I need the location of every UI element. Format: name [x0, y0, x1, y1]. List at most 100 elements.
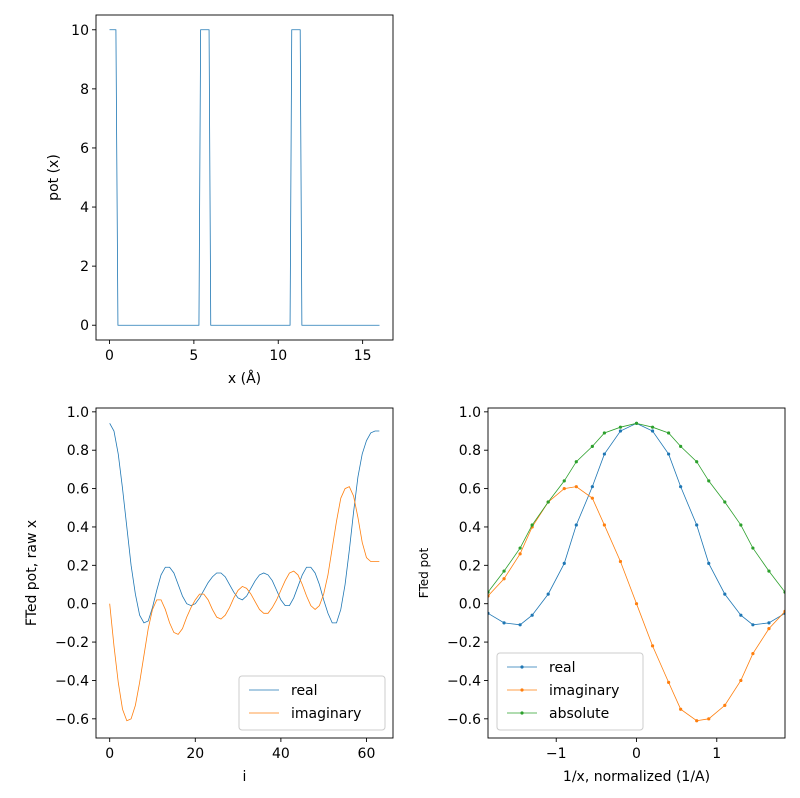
y-tick-label: 10: [71, 23, 89, 39]
data-point-real: [707, 561, 711, 566]
y-tick-label: 4: [80, 200, 89, 216]
y-tick-label: 0.4: [459, 520, 481, 536]
data-point-real: [767, 621, 771, 625]
y-tick-label: 0.0: [67, 597, 89, 613]
y-tick-label: 2: [80, 259, 89, 275]
y-tick-label: −0.6: [55, 712, 89, 728]
data-point-absolute: [707, 479, 711, 483]
legend-label-real: real: [291, 683, 318, 699]
data-point-real: [650, 429, 655, 433]
data-point-imaginary: [667, 680, 671, 684]
y-tick-label: 0.4: [67, 520, 89, 536]
x-tick-label: 0: [105, 746, 114, 762]
x-tick-label: 1: [712, 746, 721, 762]
y-tick-label: 1.0: [67, 405, 89, 421]
data-point-imaginary: [679, 707, 683, 711]
legend-marker-real: [520, 665, 524, 669]
data-point-absolute: [530, 523, 534, 527]
data-point-imaginary: [695, 719, 699, 723]
legend-label-real: real: [549, 660, 576, 676]
x-axis-label: i: [243, 769, 247, 785]
data-point-real: [574, 523, 578, 527]
y-tick-label: −0.2: [55, 635, 89, 651]
data-point-absolute: [562, 479, 566, 483]
series-line-imaginary: [109, 486, 380, 722]
legend-marker-absolute: [520, 711, 524, 715]
data-point-imaginary: [590, 496, 594, 500]
data-point-imaginary: [739, 678, 743, 683]
data-point-absolute: [723, 500, 727, 504]
data-point-absolute: [695, 460, 699, 464]
data-point-real: [667, 452, 671, 456]
data-point-absolute: [518, 546, 522, 550]
x-tick-label: −1: [546, 746, 567, 762]
legend-marker-imaginary: [520, 688, 524, 692]
data-point-absolute: [650, 425, 655, 429]
x-axis-label: 1/x, normalized (1/A): [563, 769, 710, 785]
plot-frame: [95, 407, 394, 739]
y-tick-label: 0: [80, 318, 89, 334]
data-point-real: [618, 429, 623, 433]
chart-pot: 0 5 10 15 0 2 4 6 8 10 x (Å) pot (x): [46, 14, 394, 387]
x-tick-label: 15: [354, 348, 372, 364]
y-axis-label: pot (x): [46, 154, 62, 201]
data-point-absolute: [590, 444, 594, 448]
y-tick-label: 0.6: [67, 482, 89, 498]
data-point-imaginary: [574, 485, 578, 489]
chart-ft-normalized: −1 0 1 −0.6 −0.4 −0.2 0.0 0.2 0.4 0.6 0.8 1.0 1/x, n…: [417, 405, 786, 785]
legend-box: [496, 652, 644, 731]
data-point-imaginary: [634, 602, 639, 606]
legend-label-absolute: absolute: [549, 706, 609, 722]
y-tick-label: −0.6: [447, 712, 481, 728]
x-tick-label: 5: [189, 348, 198, 364]
y-tick-label: 1.0: [459, 405, 481, 421]
data-point-real: [590, 485, 594, 489]
y-axis-label: FTed pot: [417, 547, 431, 598]
data-point-absolute: [602, 431, 606, 435]
data-point-absolute: [667, 431, 671, 435]
y-tick-label: 6: [80, 141, 89, 157]
data-point-imaginary: [751, 651, 755, 656]
data-point-imaginary: [707, 717, 711, 721]
data-point-real: [502, 621, 506, 625]
data-point-real: [562, 561, 566, 566]
x-tick-label: 40: [272, 746, 290, 762]
y-tick-label: 0.8: [459, 443, 481, 459]
data-point-real: [751, 623, 755, 627]
x-tick-label: 10: [269, 348, 287, 364]
x-tick-label: 20: [186, 746, 204, 762]
data-point-absolute: [751, 546, 755, 550]
y-tick-label: 0.6: [459, 482, 481, 498]
data-point-absolute: [739, 523, 743, 527]
data-point-imaginary: [618, 559, 623, 564]
data-point-imaginary: [767, 627, 771, 631]
data-point-absolute: [634, 421, 639, 425]
y-tick-label: 0.8: [67, 443, 89, 459]
legend: real imaginary: [238, 675, 386, 731]
x-axis-label: x (Å): [228, 370, 261, 387]
legend-label-imaginary: imaginary: [549, 683, 619, 699]
data-point-absolute: [767, 569, 771, 573]
data-point-real: [518, 623, 522, 627]
data-point-imaginary: [502, 577, 506, 581]
data-point-real: [679, 485, 683, 489]
chart-ft-raw: 0 20 40 60 −0.6 −0.4 −0.2 0.0 0.2 0.4 0.6 0.8 1.0 i FT…: [24, 405, 394, 785]
y-tick-label: −0.4: [55, 673, 89, 689]
y-tick-label: 0.0: [459, 597, 481, 613]
x-tick-label: 60: [358, 746, 376, 762]
legend-label-imaginary: imaginary: [291, 706, 361, 722]
data-point-real: [739, 613, 743, 617]
data-point-absolute: [502, 569, 506, 573]
y-tick-label: −0.4: [447, 673, 481, 689]
x-tick-label: 0: [632, 746, 641, 762]
data-point-imaginary: [562, 486, 566, 491]
data-point-absolute: [574, 460, 578, 464]
data-point-real: [530, 613, 534, 617]
y-tick-label: 0.2: [67, 558, 89, 574]
data-point-absolute: [679, 444, 683, 448]
series-line-real: [109, 423, 380, 624]
y-tick-label: −0.2: [447, 635, 481, 651]
data-point-imaginary: [650, 644, 655, 648]
data-point-imaginary: [723, 703, 727, 707]
series-line-pot: [109, 29, 380, 326]
